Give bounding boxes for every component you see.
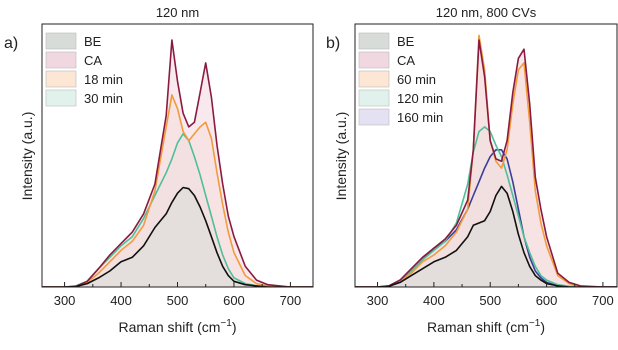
x-tick-label: 500 xyxy=(479,293,501,308)
series-line-be xyxy=(42,186,313,287)
series-line-120-min xyxy=(355,126,617,287)
legend-label: 60 min xyxy=(397,72,436,87)
plot-area xyxy=(42,39,313,287)
series-line-ca xyxy=(42,39,313,287)
legend-swatch xyxy=(358,70,390,88)
y-axis-label: Intensity (a.u.) xyxy=(19,112,35,201)
x-tick-label: 400 xyxy=(110,293,132,308)
x-axis-label-main: Raman shift (cm xyxy=(119,319,221,335)
legend: BE CA 60 min 120 min 160 min xyxy=(358,32,443,126)
x-axis-label-end: ) xyxy=(232,319,237,335)
legend-label: CA xyxy=(397,53,415,68)
series-fill-ca xyxy=(42,40,313,287)
legend-swatch xyxy=(358,32,390,50)
series-line-60-min xyxy=(355,34,617,287)
legend-label: 30 min xyxy=(84,91,123,106)
plot-frame xyxy=(354,23,618,288)
series-line-be xyxy=(355,185,617,287)
series-line-18-min xyxy=(42,94,313,287)
legend-label: 120 min xyxy=(397,91,443,106)
panel-label: a) xyxy=(4,35,18,52)
x-tick-label: 400 xyxy=(423,293,445,308)
legend-swatch xyxy=(45,51,77,69)
legend-swatch xyxy=(358,51,390,69)
legend-swatch xyxy=(358,89,390,107)
x-tick-label: 300 xyxy=(54,293,76,308)
panel-a: 120 nm a) Intensity (a.u.) 300 400 500 600 700 R… xyxy=(4,5,314,335)
x-axis-label-sup: −1 xyxy=(220,318,232,329)
legend-label: BE xyxy=(84,34,102,49)
x-axis-label: Raman shift (cm−1) xyxy=(427,318,545,335)
legend-label: BE xyxy=(397,34,415,49)
plot-area xyxy=(355,34,617,287)
legend-swatch xyxy=(358,108,390,126)
panel-title: 120 nm xyxy=(156,5,199,20)
x-axis-label: Raman shift (cm−1) xyxy=(119,318,237,335)
panel-label: b) xyxy=(326,35,340,52)
legend-swatch xyxy=(45,32,77,50)
x-tick-label: 600 xyxy=(536,293,558,308)
x-axis-label-end: ) xyxy=(540,319,545,335)
series-fill-be xyxy=(355,186,617,287)
x-tick-label: 700 xyxy=(280,293,302,308)
legend-label: CA xyxy=(84,53,102,68)
legend-label: 160 min xyxy=(397,110,443,125)
panel-title: 120 nm, 800 CVs xyxy=(436,5,537,20)
legend: BE CA 18 min 30 min xyxy=(45,32,123,107)
series-line-ca xyxy=(355,39,617,287)
panel-b: 120 nm, 800 CVs b) Intensity (a.u.) 300 400 5… xyxy=(326,5,618,335)
legend-label: 18 min xyxy=(84,72,123,87)
legend-swatch xyxy=(45,70,77,88)
y-axis-label: Intensity (a.u.) xyxy=(333,112,349,201)
x-tick-label: 300 xyxy=(367,293,389,308)
series-fill-be xyxy=(42,187,313,287)
x-axis-label-sup: −1 xyxy=(529,318,541,329)
x-tick-label: 500 xyxy=(167,293,189,308)
legend-swatch xyxy=(45,89,77,107)
x-tick-label: 600 xyxy=(223,293,245,308)
x-tick-label: 700 xyxy=(592,293,614,308)
x-axis-label-main: Raman shift (cm xyxy=(427,319,529,335)
